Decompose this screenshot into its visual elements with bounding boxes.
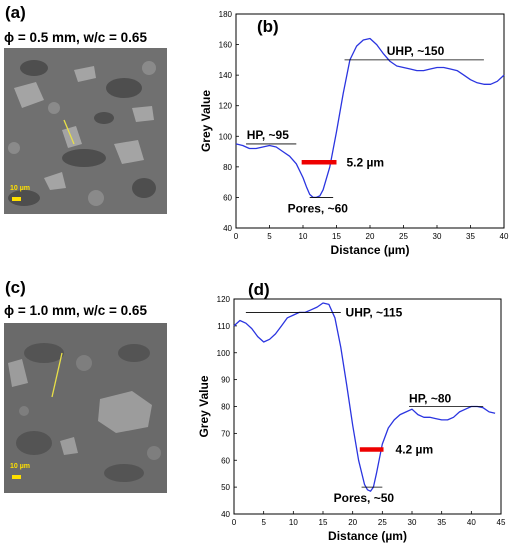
scale-bar-a bbox=[12, 197, 21, 201]
x-tick-label: 35 bbox=[466, 232, 475, 241]
x-tick-label: 0 bbox=[234, 232, 239, 241]
y-axis-title: Grey Value bbox=[199, 90, 213, 152]
micrograph-a: 10 µm bbox=[4, 48, 167, 214]
scale-bar-c bbox=[12, 475, 21, 479]
y-tick-label: 40 bbox=[221, 510, 230, 519]
panel-letter: (d) bbox=[248, 280, 270, 299]
x-tick-label: 10 bbox=[289, 518, 298, 527]
x-tick-label: 30 bbox=[433, 232, 442, 241]
x-axis-title: Distance (µm) bbox=[331, 243, 410, 257]
annotation-label: UHP, ~115 bbox=[346, 305, 403, 319]
plot-frame bbox=[233, 298, 502, 515]
y-tick-label: 80 bbox=[221, 403, 230, 412]
panel-letter: (b) bbox=[257, 17, 279, 36]
y-tick-label: 140 bbox=[219, 71, 233, 80]
annotation-label: HP, ~80 bbox=[409, 392, 451, 406]
x-tick-label: 35 bbox=[437, 518, 446, 527]
pore-width-label: 5.2 µm bbox=[347, 155, 385, 169]
grey-value-curve bbox=[235, 37, 505, 199]
annotation-label: Pores, ~50 bbox=[334, 491, 395, 505]
x-axis-title: Distance (µm) bbox=[328, 529, 407, 543]
y-axis-title: Grey Value bbox=[197, 375, 211, 437]
grey-value-curve bbox=[233, 302, 496, 492]
y-tick-label: 80 bbox=[223, 163, 232, 172]
x-tick-label: 5 bbox=[261, 518, 266, 527]
y-tick-label: 120 bbox=[217, 295, 231, 304]
y-tick-label: 120 bbox=[219, 102, 233, 111]
annotation-label: UHP, ~150 bbox=[387, 44, 445, 58]
x-tick-label: 20 bbox=[366, 232, 375, 241]
micrograph-c: 10 µm bbox=[4, 323, 167, 493]
y-tick-label: 180 bbox=[219, 10, 233, 19]
panel-a-sample-label: ϕ = 0.5 mm, w/c = 0.65 bbox=[4, 30, 147, 45]
y-tick-label: 50 bbox=[221, 483, 230, 492]
plot-frame bbox=[235, 13, 505, 229]
y-tick-label: 70 bbox=[221, 429, 230, 438]
y-tick-label: 40 bbox=[223, 224, 232, 233]
annotation-label: Pores, ~60 bbox=[288, 201, 349, 215]
scale-label-c: 10 µm bbox=[10, 463, 30, 470]
pore-width-label: 4.2 µm bbox=[396, 443, 434, 457]
x-tick-label: 0 bbox=[232, 518, 237, 527]
x-tick-label: 15 bbox=[319, 518, 328, 527]
x-tick-label: 25 bbox=[378, 518, 387, 527]
y-tick-label: 60 bbox=[223, 193, 232, 202]
x-tick-label: 20 bbox=[348, 518, 357, 527]
x-tick-label: 25 bbox=[399, 232, 408, 241]
micrograph-a-texture bbox=[4, 48, 167, 214]
x-tick-label: 30 bbox=[408, 518, 417, 527]
y-tick-label: 160 bbox=[219, 41, 233, 50]
y-tick-label: 100 bbox=[217, 349, 231, 358]
x-tick-label: 5 bbox=[267, 232, 272, 241]
panel-c-letter: (c) bbox=[5, 278, 26, 297]
panel-c-sample-label: ϕ = 1.0 mm, w/c = 0.65 bbox=[4, 303, 147, 318]
panel-a-letter: (a) bbox=[5, 3, 26, 22]
x-tick-label: 10 bbox=[299, 232, 308, 241]
annotation-label: HP, ~95 bbox=[247, 128, 289, 142]
y-tick-label: 110 bbox=[217, 322, 230, 331]
y-tick-label: 100 bbox=[219, 132, 233, 141]
micrograph-c-texture bbox=[4, 323, 167, 493]
x-tick-label: 45 bbox=[497, 518, 506, 527]
scale-label-a: 10 µm bbox=[10, 185, 30, 192]
x-tick-label: 40 bbox=[467, 518, 476, 527]
x-tick-label: 40 bbox=[500, 232, 509, 241]
y-tick-label: 60 bbox=[221, 456, 230, 465]
x-tick-label: 15 bbox=[332, 232, 341, 241]
y-tick-label: 90 bbox=[221, 376, 230, 385]
